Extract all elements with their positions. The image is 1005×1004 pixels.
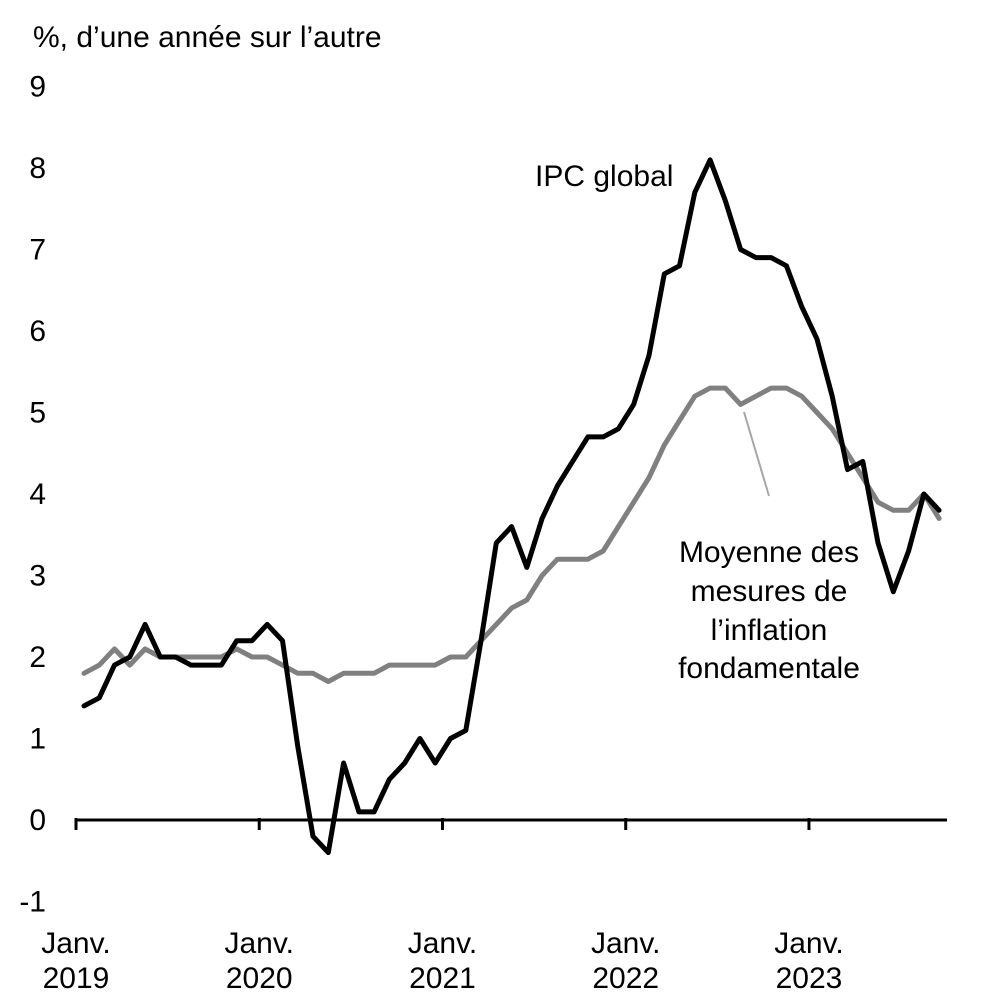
y-tick-label: 3 [29, 560, 46, 593]
x-axis: Janv.2019Janv.2020Janv.2021Janv.2022Janv… [41, 818, 947, 995]
x-tick-label: Janv. [224, 927, 293, 960]
x-tick-label: 2022 [592, 962, 659, 995]
core-annotation-line: Moyenne des [679, 536, 859, 569]
y-tick-label: 7 [29, 234, 46, 267]
x-tick-label: Janv. [591, 927, 660, 960]
series-layer [81, 157, 942, 856]
x-tick-label: Janv. [41, 927, 110, 960]
y-tick-label: 5 [29, 397, 46, 430]
y-tick-label: 1 [29, 723, 46, 756]
core-annotation: Moyenne des mesures de l’inflation fonda… [678, 536, 860, 685]
x-tick-label: Janv. [774, 927, 843, 960]
core-annotation-line: mesures de [691, 575, 848, 608]
x-tick-label: 2021 [409, 962, 476, 995]
y-tick-label: 8 [29, 152, 46, 185]
core-annotation-line: fondamentale [678, 652, 860, 685]
series-line-cpi [81, 157, 942, 856]
x-tick-label: 2019 [43, 962, 110, 995]
y-axis-label: %, d’une année sur l’autre [33, 21, 382, 54]
y-tick-label: 9 [29, 71, 46, 104]
core-annotation-line: l’inflation [711, 614, 828, 647]
cpi-annotation: IPC global [535, 160, 673, 193]
y-tick-label: 2 [29, 641, 46, 674]
y-tick-label: -1 [19, 886, 46, 919]
x-tick-label: 2023 [776, 962, 843, 995]
core-annotation-pointer [743, 411, 770, 497]
y-tick-labels: 9 8 7 6 5 4 3 2 1 0 -1 [19, 71, 46, 919]
y-tick-label: 4 [29, 478, 46, 511]
x-tick-label: 2020 [226, 962, 293, 995]
y-tick-label: 0 [29, 804, 46, 837]
x-tick-label: Janv. [408, 927, 477, 960]
y-tick-label: 6 [29, 315, 46, 348]
